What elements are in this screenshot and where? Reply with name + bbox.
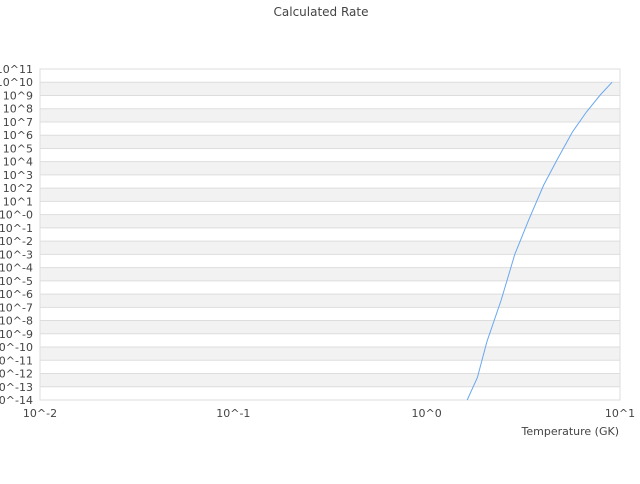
grid-band xyxy=(40,267,620,281)
y-tick-label: 10^7 xyxy=(3,116,33,129)
grid-band xyxy=(40,121,620,136)
y-tick-label: 10^-9 xyxy=(0,328,33,341)
x-tick-label: 10^-2 xyxy=(23,407,57,420)
grid-band xyxy=(40,95,620,109)
x-tick-label: 10^0 xyxy=(412,407,442,420)
y-tick-label: 10^4 xyxy=(3,156,33,169)
grid-band xyxy=(40,386,620,400)
y-tick-label: 10^8 xyxy=(3,103,33,116)
y-tick-label: 10^5 xyxy=(3,142,33,155)
grid-band xyxy=(40,280,620,295)
x-axis: 10^-2 10^-1 10^0 10^1 xyxy=(23,407,635,420)
y-tick-label: 10^-12 xyxy=(0,368,33,381)
grid-band xyxy=(40,307,620,321)
y-tick-label: 10^-4 xyxy=(0,262,33,275)
grid-band xyxy=(40,241,620,255)
grid-band xyxy=(40,360,620,374)
grid-band xyxy=(40,135,620,149)
grid-band xyxy=(40,254,620,268)
y-tick-label: 10^-6 xyxy=(0,288,33,301)
x-tick-label: 10^-1 xyxy=(216,407,250,420)
y-tick-label: 10^10 xyxy=(0,76,33,89)
grid-band xyxy=(40,188,620,202)
y-tick-label: 10^6 xyxy=(3,129,33,142)
grid-band xyxy=(40,174,620,189)
grid-band xyxy=(40,201,620,215)
grid-bands xyxy=(40,68,620,400)
y-tick-label: 10^2 xyxy=(3,182,33,195)
x-axis-label: Temperature (GK) xyxy=(521,425,620,438)
grid-band xyxy=(40,108,620,122)
grid-band xyxy=(40,294,620,308)
grid-band xyxy=(40,82,620,96)
y-tick-label: 10^9 xyxy=(3,89,33,102)
chart-title: Calculated Rate xyxy=(274,5,369,19)
grid-band xyxy=(40,333,620,348)
grid-band xyxy=(40,227,620,242)
y-tick-label: 10^11 xyxy=(0,63,33,76)
y-tick-label: 10^-7 xyxy=(0,301,33,314)
grid-band xyxy=(40,214,620,228)
series-line xyxy=(466,81,613,401)
y-axis: 10^1110^1010^910^810^710^610^510^410^310… xyxy=(0,63,33,407)
grid-band xyxy=(40,161,620,175)
y-tick-label: 10^1 xyxy=(3,195,33,208)
y-tick-label: 10^-10 xyxy=(0,341,33,354)
y-tick-label: 10^-5 xyxy=(0,275,33,288)
y-tick-label: 10^-11 xyxy=(0,354,33,367)
grid-band xyxy=(40,148,620,162)
grid-band xyxy=(40,320,620,334)
y-tick-label: 10^-14 xyxy=(0,394,33,407)
y-tick-label: 10^-8 xyxy=(0,315,33,328)
y-tick-label: 10^-0 xyxy=(0,209,33,222)
grid-band xyxy=(40,347,620,361)
x-tick-label: 10^1 xyxy=(605,407,635,420)
y-tick-label: 10^-13 xyxy=(0,381,33,394)
plot-border xyxy=(39,68,621,401)
y-tick-label: 10^-2 xyxy=(0,235,33,248)
grid-band xyxy=(40,373,620,387)
y-tick-label: 10^-1 xyxy=(0,222,33,235)
grid-band xyxy=(40,69,620,83)
y-tick-label: 10^3 xyxy=(3,169,33,182)
y-tick-label: 10^-3 xyxy=(0,248,33,261)
